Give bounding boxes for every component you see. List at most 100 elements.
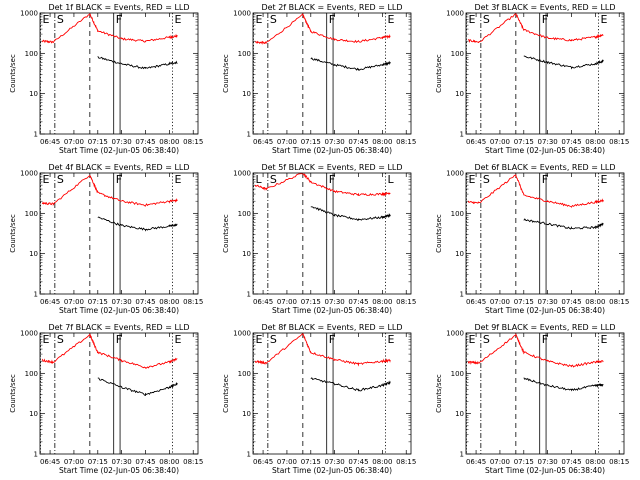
marker-label: S [270, 333, 277, 346]
x-tick-label: 07:45 [561, 298, 581, 306]
marker-label: E [175, 333, 182, 346]
x-tick-label: 07:15 [88, 138, 108, 146]
panel-title: Det 9f BLACK = Events, RED = LLD [474, 323, 615, 332]
y-tick-label: 100 [25, 210, 38, 218]
y-axis-label: Counts/sec [9, 374, 17, 413]
y-tick-label: 1 [460, 451, 464, 459]
x-tick-label: 08:15 [396, 138, 416, 146]
marker-label: E [601, 173, 608, 186]
x-tick-label: 06:45 [253, 138, 273, 146]
y-tick-label: 1 [34, 291, 38, 299]
x-axis-label: Start Time (02-Jun-05 06:38:40) [272, 306, 392, 315]
lld-trace [467, 13, 604, 44]
x-tick-label: 08:15 [609, 458, 629, 466]
x-tick-label: 07:45 [561, 138, 581, 146]
lld-trace [41, 174, 178, 207]
x-tick-label: 08:00 [159, 298, 179, 306]
x-tick-label: 06:45 [466, 298, 486, 306]
detector-panel-8: Det 8f BLACK = Events, RED = LLD 06:45 07:… [222, 323, 416, 475]
x-axis-label: Start Time (02-Jun-05 06:38:40) [485, 146, 605, 155]
marker-label: L [388, 173, 395, 186]
events-trace [523, 218, 604, 230]
x-tick-label: 07:00 [64, 138, 84, 146]
x-tick-label: 08:00 [585, 138, 605, 146]
x-axis-label: Start Time (02-Jun-05 06:38:40) [59, 466, 179, 475]
detector-panel-9: Det 9f BLACK = Events, RED = LLD 06:45 07:… [435, 323, 629, 475]
y-tick-label: 10 [455, 410, 464, 418]
x-tick-label: 07:30 [325, 458, 345, 466]
x-tick-label: 08:15 [183, 298, 203, 306]
y-tick-label: 100 [451, 210, 464, 218]
y-axis-label: Counts/sec [9, 54, 17, 93]
x-tick-label: 08:00 [159, 458, 179, 466]
x-tick-label: 08:00 [159, 138, 179, 146]
y-tick-label: 1000 [20, 330, 38, 338]
plot-frame [39, 12, 199, 135]
y-tick-label: 1 [247, 131, 251, 139]
marker-label: E [388, 13, 395, 26]
events-trace [523, 377, 604, 392]
x-tick-label: 07:30 [112, 138, 132, 146]
y-tick-label: 10 [455, 90, 464, 98]
detector-panel-4: Det 4f BLACK = Events, RED = LLD 06:45 07:… [9, 163, 203, 315]
y-tick-label: 1 [460, 131, 464, 139]
marker-label: E [601, 13, 608, 26]
lld-trace [254, 333, 391, 367]
plot-frame [465, 12, 625, 135]
marker-label: F [329, 333, 335, 346]
x-tick-label: 08:15 [609, 138, 629, 146]
y-axis-label: Counts/sec [435, 54, 443, 93]
marker-label: F [542, 13, 548, 26]
lld-trace [254, 173, 391, 197]
y-tick-label: 10 [242, 410, 251, 418]
y-tick-label: 1000 [233, 170, 251, 178]
y-axis-label: Counts/sec [9, 214, 17, 253]
x-tick-label: 06:45 [466, 458, 486, 466]
x-tick-label: 07:45 [135, 138, 155, 146]
x-tick-label: 08:15 [183, 458, 203, 466]
y-axis-label: Counts/sec [222, 54, 230, 93]
events-trace [310, 206, 391, 221]
y-tick-label: 10 [455, 250, 464, 258]
lld-trace [467, 174, 604, 209]
x-axis-label: Start Time (02-Jun-05 06:38:40) [272, 146, 392, 155]
y-tick-label: 1 [247, 451, 251, 459]
x-tick-label: 06:45 [40, 138, 60, 146]
plot-frame [39, 172, 199, 295]
marker-label: F [116, 173, 122, 186]
y-tick-label: 1000 [233, 330, 251, 338]
x-axis-label: Start Time (02-Jun-05 06:38:40) [272, 466, 392, 475]
y-tick-label: 1000 [20, 170, 38, 178]
marker-label: S [57, 13, 64, 26]
x-tick-label: 07:15 [88, 298, 108, 306]
panel-title: Det 7f BLACK = Events, RED = LLD [48, 323, 189, 332]
y-tick-label: 1000 [446, 330, 464, 338]
panel-title: Det 2f BLACK = Events, RED = LLD [261, 3, 402, 12]
detector-panel-6: Det 6f BLACK = Events, RED = LLD 06:45 07:… [435, 163, 629, 315]
y-tick-label: 100 [25, 50, 38, 58]
marker-label: L [256, 173, 263, 186]
y-tick-label: 1000 [446, 170, 464, 178]
y-axis-label: Counts/sec [435, 214, 443, 253]
detector-panel-3: Det 3f BLACK = Events, RED = LLD 06:45 07:… [435, 3, 629, 155]
y-tick-label: 10 [242, 90, 251, 98]
x-tick-label: 07:30 [325, 138, 345, 146]
marker-label: E [601, 333, 608, 346]
panel-title: Det 8f BLACK = Events, RED = LLD [261, 323, 402, 332]
y-tick-label: 10 [29, 250, 38, 258]
x-tick-label: 07:15 [514, 138, 534, 146]
y-tick-label: 100 [451, 370, 464, 378]
x-tick-label: 08:15 [183, 138, 203, 146]
x-tick-label: 07:15 [301, 458, 321, 466]
marker-label: S [483, 13, 490, 26]
y-tick-label: 100 [238, 370, 251, 378]
marker-label: S [57, 333, 64, 346]
x-tick-label: 08:00 [585, 458, 605, 466]
marker-label: S [483, 333, 490, 346]
detector-panel-7: Det 7f BLACK = Events, RED = LLD 06:45 07:… [9, 323, 203, 475]
x-tick-label: 07:00 [490, 298, 510, 306]
marker-label: E [43, 13, 50, 26]
panel-title: Det 6f BLACK = Events, RED = LLD [474, 163, 615, 172]
x-tick-label: 06:45 [40, 298, 60, 306]
y-tick-label: 100 [238, 50, 251, 58]
